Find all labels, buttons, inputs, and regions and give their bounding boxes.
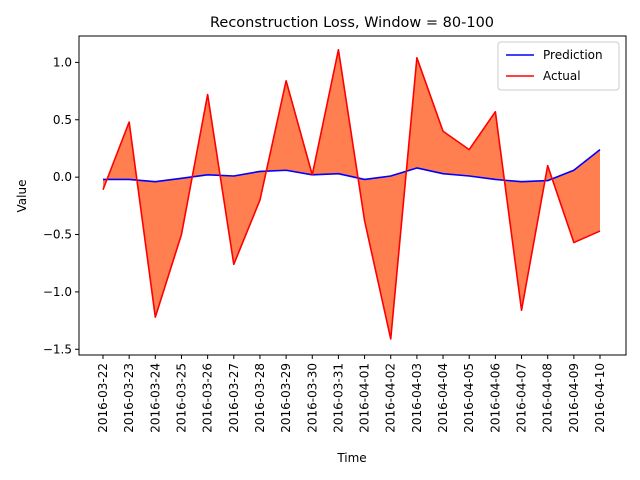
legend-label-actual: Actual [543,69,581,83]
series-line-actual [102,48,601,340]
x-axis: 2016-03-22 2016-03-23 2016-03-24 2016-03-25… [96,355,607,433]
x-tick-label: 2016-03-27 [227,363,241,433]
x-tick-label: 2016-04-08 [541,363,555,433]
x-tick-label: 2016-04-10 [593,363,607,433]
fill-between-polygon [103,49,600,339]
x-axis-label: Time [336,451,366,465]
x-tick-label: 2016-03-29 [279,363,293,433]
x-tick-label: 2016-03-25 [174,363,188,433]
plot-frame [78,35,627,356]
x-tick-label: 2016-04-01 [358,363,372,433]
x-tick-label: 2016-04-06 [488,363,502,433]
x-tick-label: 2016-03-31 [331,363,345,433]
x-tick-label: 2016-03-30 [305,363,319,433]
x-tick-label: 2016-03-26 [201,363,215,433]
legend-box [497,41,620,91]
y-tick-label: −1.5 [43,342,72,356]
legend: Prediction Actual [497,41,620,91]
x-tick-label: 2016-03-28 [253,363,267,433]
series-lines [102,48,601,340]
x-tick-label: 2016-04-02 [384,363,398,433]
y-axis: −1.5 −1.0 −0.5 0.0 0.5 1.0 [43,55,79,356]
x-tick-label: 2016-03-24 [148,363,162,433]
x-tick-label: 2016-04-03 [410,363,424,433]
x-tick-label: 2016-04-07 [515,363,529,433]
legend-label-prediction: Prediction [543,48,603,62]
series-line-prediction [103,148,601,183]
x-tick-label: 2016-04-09 [567,363,581,433]
y-axis-label: Value [15,180,29,213]
x-tick-label: 2016-04-04 [436,363,450,433]
x-tick-label: 2016-03-23 [122,363,136,433]
y-tick-label: 0.0 [53,170,72,184]
chart-title: Reconstruction Loss, Window = 80-100 [210,15,494,31]
x-tick-label: 2016-03-22 [96,363,110,433]
y-tick-label: −0.5 [43,228,72,242]
x-tick-label: 2016-04-05 [462,363,476,433]
y-tick-label: 1.0 [53,55,72,69]
y-tick-label: 0.5 [53,113,72,127]
y-tick-label: −1.0 [43,285,72,299]
fill-between-area [103,49,600,339]
